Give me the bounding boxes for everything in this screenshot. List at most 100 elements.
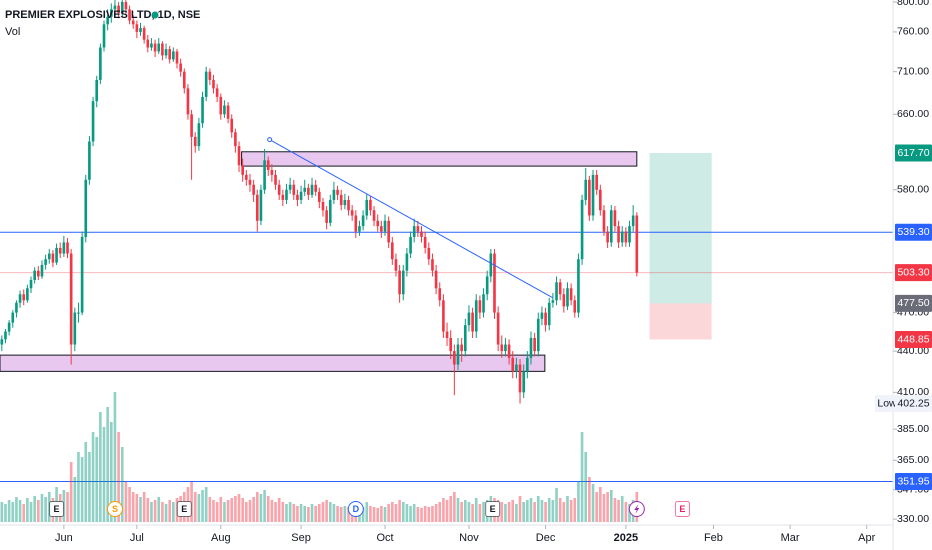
axes: 800.00760.00710.00660.00580.00470.00440.… <box>55 0 932 544</box>
volume-bar <box>234 496 237 522</box>
volume-bar <box>398 500 401 522</box>
candle-body <box>51 253 55 263</box>
volume-bar <box>376 508 380 522</box>
candle-body <box>175 51 179 64</box>
volume-bar <box>277 498 281 522</box>
volume-bar <box>292 504 296 522</box>
candle-body <box>321 201 325 211</box>
candle-body <box>223 105 226 115</box>
volume-bar <box>533 502 536 522</box>
volume-bar <box>558 498 562 522</box>
candle-body <box>463 325 467 352</box>
candle-body <box>179 63 182 72</box>
candle-body <box>533 337 536 352</box>
trendline <box>269 139 554 299</box>
candle-body <box>55 247 58 263</box>
status-dot <box>151 11 159 19</box>
candle-body <box>609 210 613 243</box>
price-label-box <box>895 264 932 282</box>
volume-bar <box>91 432 95 522</box>
volume-bar <box>201 490 204 522</box>
volume-bar <box>347 507 350 522</box>
candle-body <box>237 146 241 166</box>
candle-body <box>339 194 343 206</box>
candle-body <box>588 179 591 216</box>
candle-body <box>620 231 624 243</box>
candle-body <box>146 39 150 48</box>
volume-bar <box>500 502 504 522</box>
volume-bar <box>474 498 478 522</box>
candle-body <box>453 351 456 365</box>
candle-body <box>482 294 485 313</box>
volume-bar <box>11 502 15 522</box>
candle-body <box>11 312 15 323</box>
volume-bar <box>193 492 197 522</box>
volume-bar <box>613 498 617 522</box>
candle-body <box>405 253 409 271</box>
candle-body <box>401 270 405 295</box>
price-label-box <box>895 395 932 413</box>
candle-body <box>288 184 292 190</box>
candle-body <box>73 312 77 345</box>
volume-bar <box>463 500 467 522</box>
volume-bar <box>37 500 40 522</box>
loss-zone <box>649 303 712 340</box>
event-label: D <box>353 504 360 514</box>
candle-body <box>365 199 369 216</box>
volume-bar <box>401 502 405 522</box>
candle-body <box>376 220 380 227</box>
candle-body <box>91 101 95 142</box>
candle-body <box>434 270 438 289</box>
price-label: 351.95 <box>897 475 929 487</box>
candle-body <box>354 215 358 232</box>
volume-bar <box>153 500 157 522</box>
volume-bar <box>515 504 518 522</box>
volume-bar <box>609 490 613 522</box>
volume-bar <box>617 500 620 522</box>
candle-body <box>314 184 317 192</box>
volume-bar <box>438 502 442 522</box>
candle-body <box>230 118 234 133</box>
price-label: 617.70 <box>897 147 929 159</box>
x-tick-label: Dec <box>536 532 556 544</box>
candle-body <box>245 174 248 180</box>
price-label: 503.30 <box>897 266 929 278</box>
candle-body <box>241 165 244 175</box>
candle-body <box>66 242 69 254</box>
candle-body <box>22 294 26 301</box>
event-marker <box>347 501 364 517</box>
candle-body <box>361 215 365 227</box>
event-marker <box>106 501 123 517</box>
price-label: 402.25 <box>897 397 929 409</box>
volume-bar <box>361 507 365 522</box>
price-label: 448.85 <box>897 333 929 345</box>
candle-body <box>595 174 598 190</box>
candle-body <box>496 312 500 345</box>
volume-bar <box>120 447 124 522</box>
y-tick-label: 580.00 <box>897 184 929 196</box>
volume-bar <box>95 437 99 522</box>
candle-body <box>383 220 387 232</box>
candle-body <box>259 189 263 221</box>
volume-bar <box>547 498 551 522</box>
volume-bar <box>431 506 434 522</box>
candle-body <box>201 96 204 124</box>
volume-bar <box>529 498 533 522</box>
zone <box>0 354 546 372</box>
volume-bar <box>285 504 288 522</box>
volume-bar <box>588 477 591 522</box>
candle-body <box>573 300 577 313</box>
volume-bar <box>219 497 223 522</box>
volume-bar <box>573 498 577 522</box>
candle-body <box>343 199 347 206</box>
volume-bar <box>237 494 241 522</box>
y-tick-label: 660.00 <box>897 108 929 120</box>
candle-body <box>449 337 453 352</box>
event-marker <box>674 501 690 517</box>
candle-body <box>18 294 22 303</box>
price-tag: Low <box>877 397 897 409</box>
price-label-box <box>895 223 932 241</box>
candle-body <box>0 339 4 345</box>
candle-body <box>569 288 573 301</box>
